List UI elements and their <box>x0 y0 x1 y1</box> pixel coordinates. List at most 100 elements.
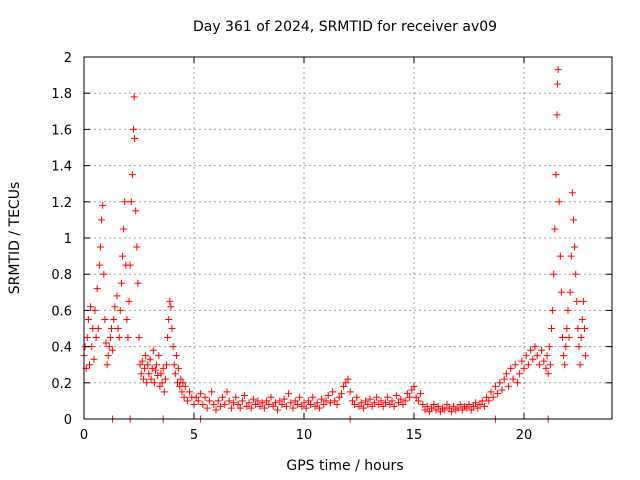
data-point <box>557 288 565 296</box>
data-point <box>399 401 407 409</box>
data-point <box>285 390 293 398</box>
data-point <box>575 343 583 351</box>
data-point <box>167 303 175 311</box>
data-point <box>269 402 277 410</box>
data-point <box>150 379 158 387</box>
data-point <box>362 397 370 405</box>
data-point <box>142 352 150 360</box>
data-point <box>232 393 240 401</box>
x-tick-label: 5 <box>190 428 198 443</box>
data-point <box>441 406 449 414</box>
data-point <box>154 372 162 380</box>
data-point <box>146 355 154 363</box>
data-point <box>104 352 112 360</box>
data-point <box>551 225 559 233</box>
data-point <box>121 198 129 206</box>
chart-title: Day 361 of 2024, SRMTID for receiver av0… <box>193 19 497 35</box>
data-point <box>581 325 588 332</box>
data-point <box>169 343 177 351</box>
axis-ticks: 0 5 10 15 20 0 0.2 0.4 0.6 0.8 1 1.2 1.4 1.6 1.8 2 <box>51 51 612 443</box>
data-point <box>388 397 396 405</box>
data-point <box>137 370 145 378</box>
data-point <box>110 315 118 323</box>
data-point <box>265 401 273 409</box>
data-point <box>527 346 535 354</box>
data-point <box>578 315 586 323</box>
data-point <box>342 379 350 387</box>
data-point <box>568 189 576 197</box>
data-point <box>535 361 543 369</box>
data-point <box>511 361 519 369</box>
data-point <box>156 382 164 390</box>
data-point <box>274 406 282 414</box>
y-tick-label: 0.2 <box>51 377 72 392</box>
data-point <box>507 364 515 372</box>
data-point <box>127 198 135 206</box>
data-point <box>436 408 444 416</box>
data-point <box>538 346 546 354</box>
data-point <box>152 366 159 374</box>
data-point <box>171 370 179 378</box>
data-point <box>106 334 114 342</box>
data-point <box>181 382 189 390</box>
data-point <box>238 397 246 405</box>
data-point <box>412 393 420 401</box>
data-point <box>533 352 541 360</box>
data-point <box>291 397 299 405</box>
data-point <box>92 334 100 342</box>
data-point <box>199 401 207 409</box>
data-point <box>498 386 506 394</box>
data-point <box>472 399 480 407</box>
data-point <box>236 404 244 412</box>
data-point <box>113 292 121 300</box>
data-point <box>117 279 125 287</box>
data-point <box>560 352 568 360</box>
data-point <box>296 393 304 401</box>
data-point <box>574 325 582 332</box>
data-point <box>546 361 554 369</box>
data-point <box>133 243 141 251</box>
data-point <box>115 334 123 342</box>
data-point <box>172 352 180 360</box>
data-point <box>161 375 169 383</box>
data-point <box>190 401 198 409</box>
data-point <box>516 370 524 378</box>
data-point <box>548 325 555 332</box>
data-point <box>485 397 493 405</box>
data-point <box>572 270 580 278</box>
data-point <box>138 357 146 365</box>
data-point <box>331 397 339 405</box>
data-point <box>346 388 354 396</box>
data-point <box>276 397 284 405</box>
data-point <box>559 334 566 342</box>
data-point <box>134 279 142 287</box>
data-point <box>135 334 143 342</box>
data-point <box>454 404 462 412</box>
data-point <box>566 288 574 296</box>
data-point <box>315 404 323 412</box>
data-point <box>450 402 458 410</box>
data-point <box>313 399 321 407</box>
data-point <box>128 171 136 179</box>
data-point <box>326 399 334 407</box>
data-point <box>571 243 579 251</box>
data-point <box>254 397 262 405</box>
data-point <box>554 66 562 74</box>
data-point <box>86 361 93 369</box>
data-point <box>302 404 310 412</box>
data-point <box>126 261 134 269</box>
data-point <box>425 408 433 416</box>
data-point <box>178 388 186 396</box>
data-point <box>335 393 343 401</box>
data-point <box>403 390 411 398</box>
data-point <box>247 404 255 412</box>
data-point <box>370 399 378 407</box>
data-point <box>278 401 286 409</box>
data-point <box>564 306 572 314</box>
data-point <box>159 364 167 372</box>
y-tick-label: 0.4 <box>51 341 72 356</box>
data-point <box>97 243 104 251</box>
data-point <box>553 111 561 119</box>
y-tick-label: 0 <box>64 413 72 428</box>
data-point <box>186 388 194 396</box>
